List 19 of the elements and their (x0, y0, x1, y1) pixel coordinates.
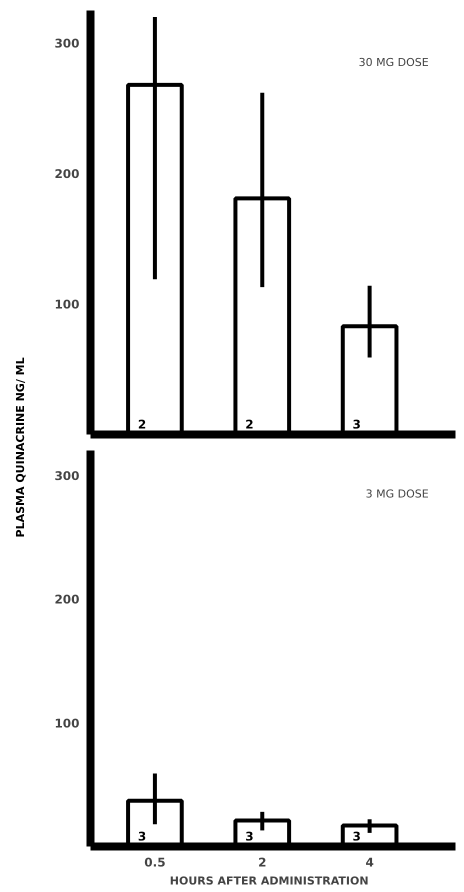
text: 3 MG DOSE (366, 487, 429, 500)
text: 30 MG DOSE (358, 56, 429, 70)
annotation: 2 (245, 418, 254, 432)
y-tick-label: 200 (54, 167, 80, 182)
annotation: 2 (138, 418, 146, 432)
y-tick-label: 200 (54, 592, 80, 606)
annotation: 3 (352, 418, 361, 432)
x-tick-label: 4 (365, 856, 374, 870)
y-tick-label: 100 (54, 716, 80, 730)
y-axis-title: PLASMA QUINACRINE NG/ ML (14, 357, 27, 538)
y-tick-label: 300 (54, 468, 80, 483)
annotation: 3 (245, 830, 254, 844)
x-tick-label: 0.5 (144, 856, 166, 870)
annotation: 3 (352, 830, 361, 844)
y-tick-label: 300 (54, 36, 80, 51)
annotation: 3 (138, 830, 146, 844)
x-tick-label: 2 (258, 856, 266, 870)
x-axis-title: HOURS AFTER ADMINISTRATION (170, 874, 369, 888)
y-tick-label: 100 (54, 298, 80, 312)
